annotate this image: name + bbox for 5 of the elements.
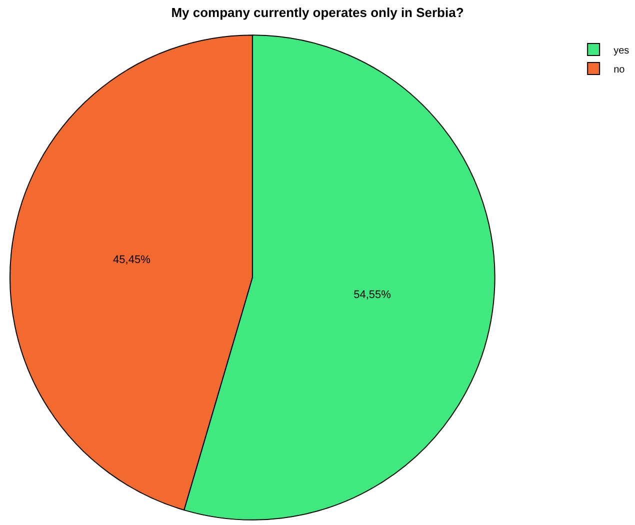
legend-label: yes (614, 45, 630, 56)
chart-title: My company currently operates only in Serbia? (171, 4, 464, 20)
legend-label: no (614, 64, 626, 76)
data-label: 54,55% (354, 288, 392, 301)
data-label: 45,45% (113, 254, 151, 266)
